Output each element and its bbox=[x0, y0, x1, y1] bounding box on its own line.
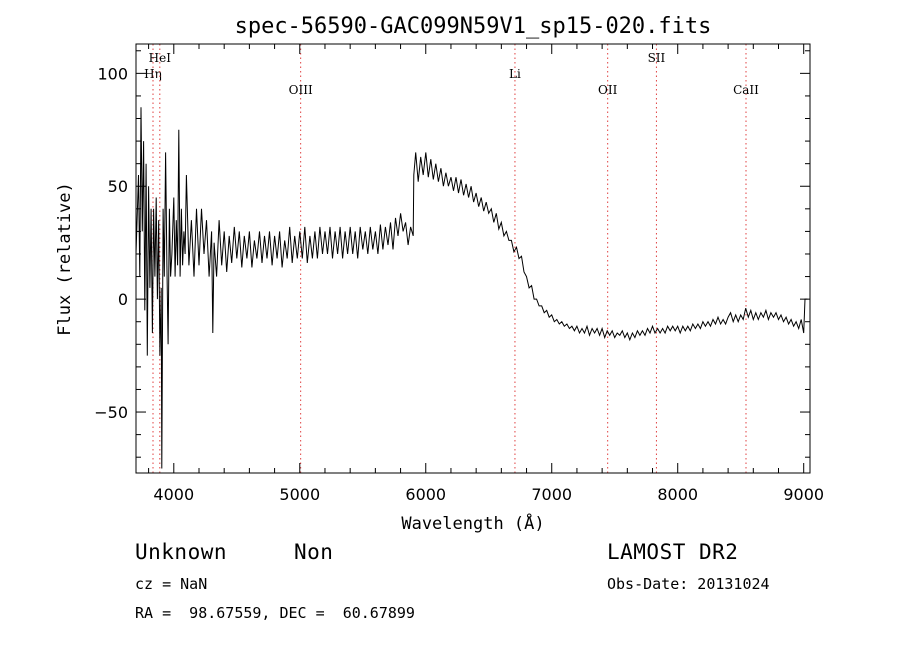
plot-frame bbox=[135, 43, 811, 474]
spectral-line-label: OIII bbox=[289, 83, 313, 97]
y-tick-label: 0 bbox=[118, 290, 128, 309]
x-tick-label: 4000 bbox=[153, 485, 194, 504]
obs-date-label: Obs-Date: 20131024 bbox=[607, 575, 770, 593]
spectrum-line bbox=[135, 107, 808, 469]
y-axis-label: Flux (relative) bbox=[55, 182, 75, 336]
survey-label: LAMOST DR2 bbox=[607, 540, 739, 564]
x-tick-label: 9000 bbox=[783, 485, 824, 504]
y-tick-label: 50 bbox=[108, 177, 128, 196]
spectral-line-label: CaII bbox=[733, 83, 759, 97]
spectral-line-label: OII bbox=[598, 83, 618, 97]
x-tick-label: 5000 bbox=[279, 485, 320, 504]
spectral-line-label: HeI bbox=[149, 51, 172, 65]
redshift-label: cz = NaN bbox=[135, 575, 208, 593]
spectral-line-label: Hη bbox=[144, 67, 162, 81]
class-label: Unknown bbox=[135, 540, 228, 564]
spectral-line-label: Li bbox=[509, 67, 521, 81]
y-tick-label: 100 bbox=[97, 64, 128, 83]
x-axis-label: Wavelength (Å) bbox=[401, 512, 544, 534]
subclass-label: Non bbox=[294, 540, 334, 564]
x-tick-label: 7000 bbox=[531, 485, 572, 504]
x-tick-label: 8000 bbox=[657, 485, 698, 504]
y-tick-label: −50 bbox=[94, 403, 128, 422]
coordinates-label: RA = 98.67559, DEC = 60.67899 bbox=[135, 604, 415, 622]
x-tick-label: 6000 bbox=[405, 485, 446, 504]
chart-title: spec-56590-GAC099N59V1_sp15-020.fits bbox=[235, 14, 712, 39]
spectral-line-label: SII bbox=[648, 51, 666, 65]
